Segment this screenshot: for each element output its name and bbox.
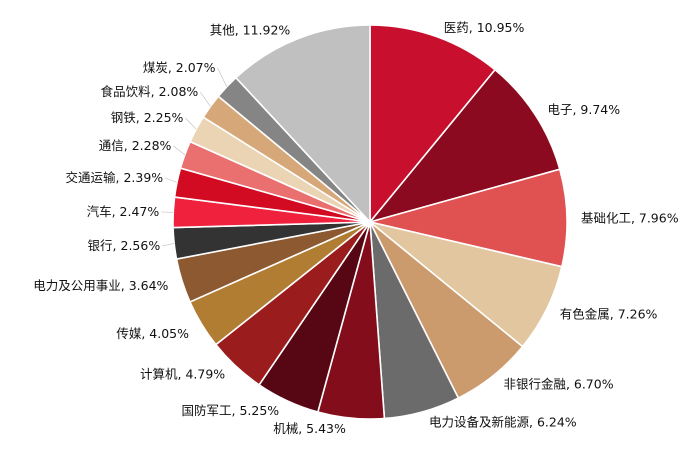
pie-slices (172, 24, 568, 420)
leader-lines (161, 67, 228, 247)
slice-label-4: 有色金属, 7.26% (560, 306, 658, 321)
leader-line-18 (217, 67, 228, 87)
slice-label-7: 机械, 5.43% (273, 421, 346, 436)
pie-slice-1 (369, 24, 497, 225)
slice-label-5: 非银行金融, 6.70% (503, 377, 613, 392)
slice-label-9: 计算机, 4.79% (140, 367, 225, 382)
slice-label-13: 汽车, 2.47% (87, 204, 160, 219)
pie-slice-3 (369, 168, 568, 268)
leader-line-17 (200, 91, 211, 107)
leader-line-15 (173, 145, 186, 155)
slice-label-6: 电力设备及新能源, 6.24% (429, 415, 577, 430)
leader-line-16 (185, 117, 197, 130)
slice-label-15: 通信, 2.28% (99, 138, 172, 153)
slice-label-12: 银行, 2.56% (88, 238, 161, 253)
slice-label-18: 煤炭, 2.07% (143, 60, 216, 75)
slice-label-1: 医药, 10.95% (444, 20, 525, 35)
pie-slice-19 (234, 24, 371, 225)
slice-labels: 医药, 10.95% 电子, 9.74% 基础化工, 7.96% 有色金属, 7.26… (33, 20, 678, 436)
leader-line-14 (165, 177, 178, 183)
slice-label-17: 食品饮料, 2.08% (101, 84, 199, 99)
slice-label-8: 国防军工, 5.25% (182, 403, 280, 418)
pie-slice-2 (367, 68, 561, 224)
slice-label-16: 钢铁, 2.25% (111, 110, 184, 125)
slice-label-10: 传媒, 4.05% (116, 326, 189, 341)
slice-label-11: 电力及公用事业, 3.64% (33, 278, 168, 293)
slice-label-2: 电子, 9.74% (547, 102, 620, 117)
slice-label-3: 基础化工, 7.96% (581, 211, 679, 226)
slice-label-19: 其他, 11.92% (210, 22, 291, 37)
leader-line-12 (162, 243, 175, 247)
slice-label-14: 交通运输, 2.39% (66, 170, 164, 185)
